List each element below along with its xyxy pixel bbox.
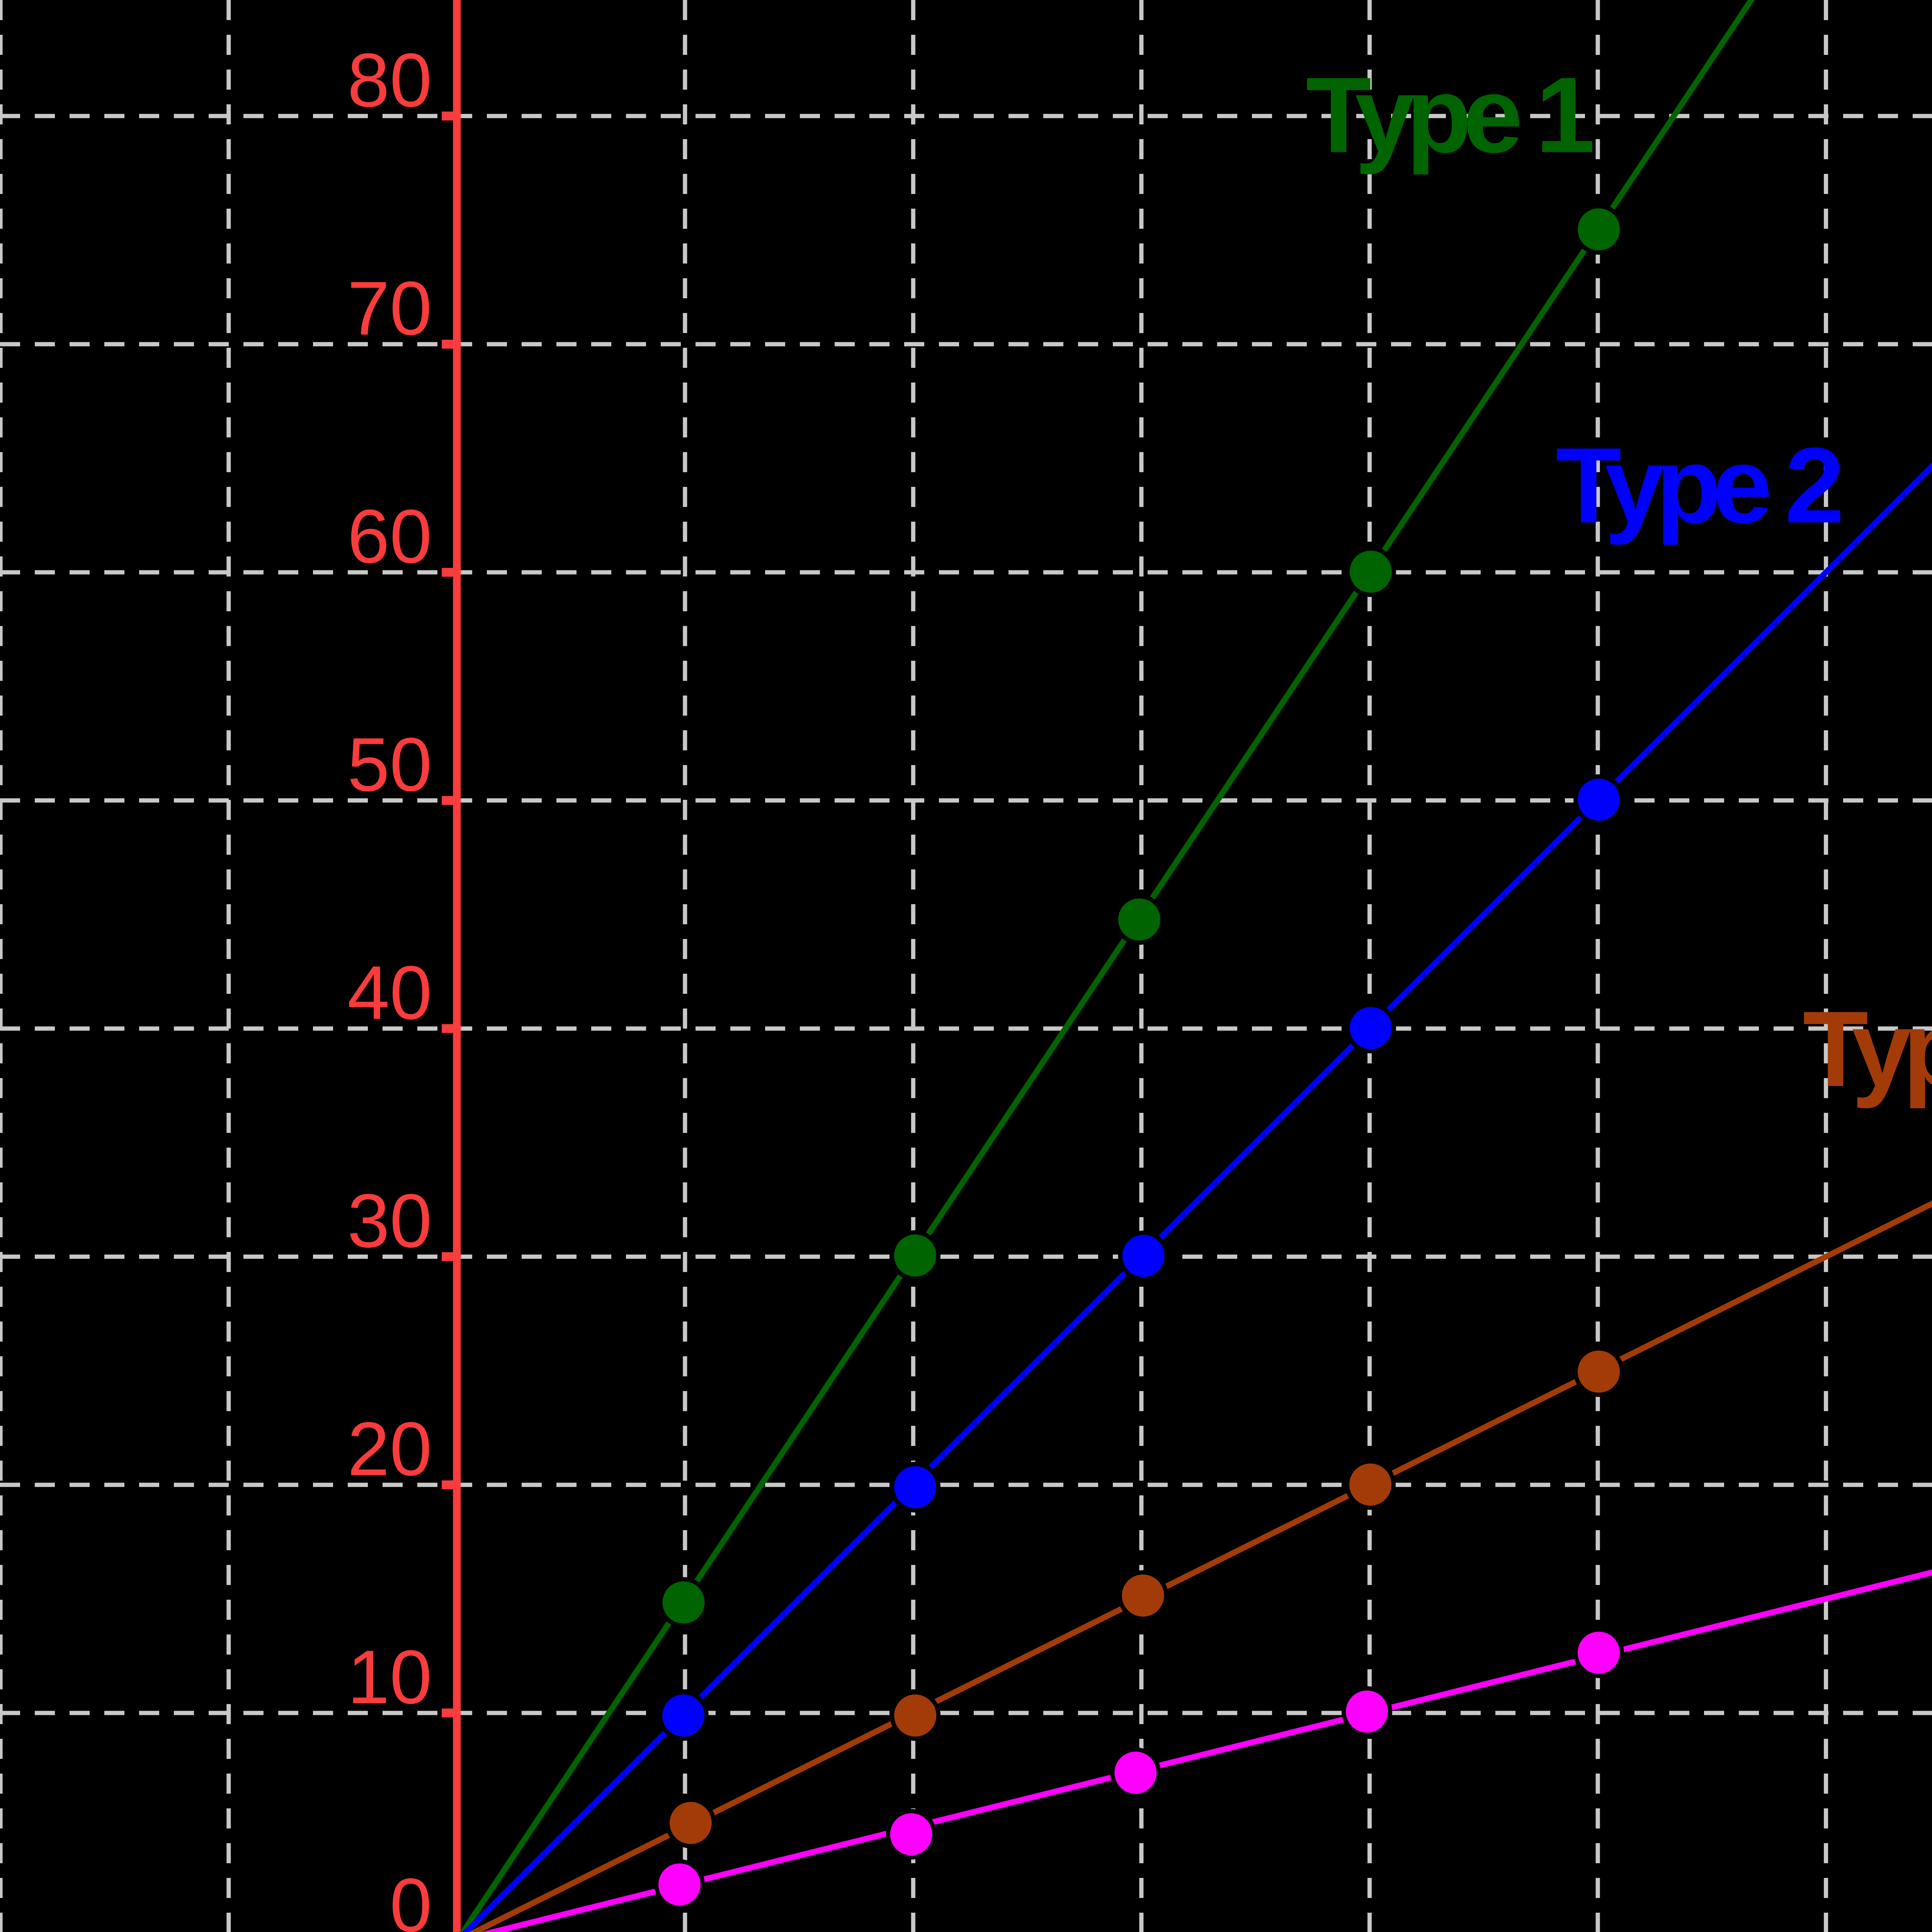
svg-text:Type 1: Type 1 [1306, 55, 1595, 176]
svg-text:80: 80 [347, 37, 432, 122]
svg-text:20: 20 [347, 1406, 432, 1492]
svg-text:30: 30 [347, 1178, 432, 1263]
svg-text:0: 0 [389, 1863, 432, 1932]
svg-text:50: 50 [347, 722, 432, 807]
svg-text:60: 60 [347, 494, 432, 579]
svg-text:Type 3: Type 3 [1803, 989, 1932, 1110]
svg-text:10: 10 [347, 1634, 432, 1719]
svg-text:70: 70 [347, 266, 432, 351]
svg-text:Type 2: Type 2 [1556, 425, 1845, 546]
svg-text:40: 40 [347, 950, 432, 1035]
